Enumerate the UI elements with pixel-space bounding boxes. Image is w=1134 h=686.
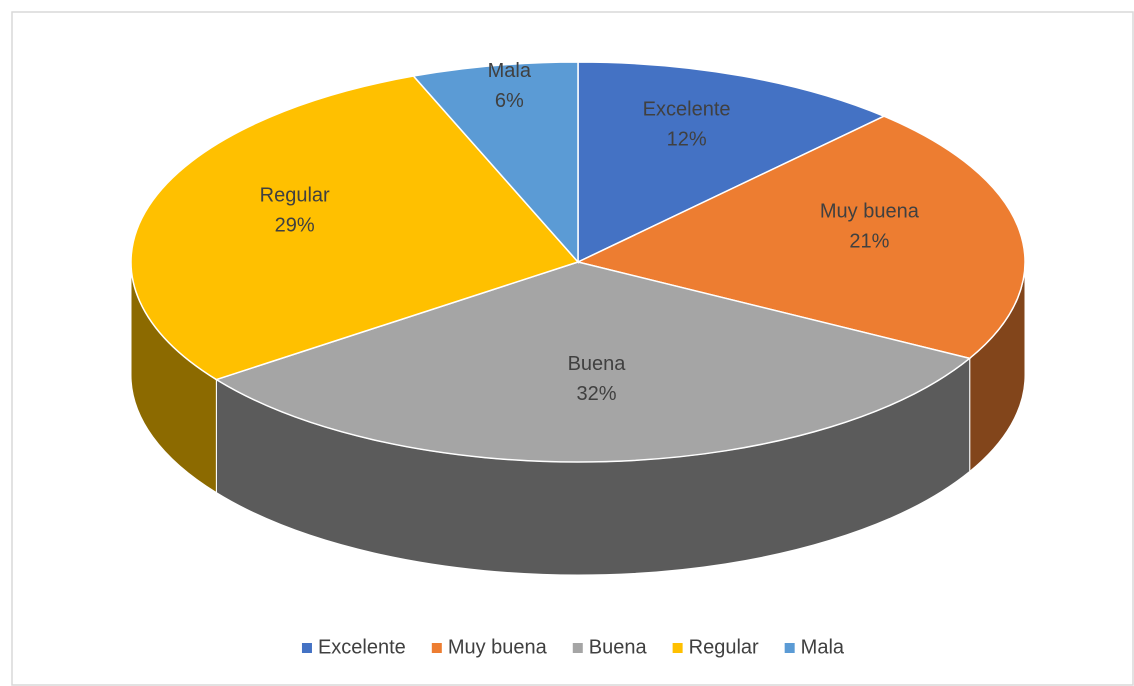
pie-slice	[575, 115, 1026, 360]
pie-slice	[411, 61, 579, 264]
slice-value-label: 12%	[667, 129, 707, 151]
slice-label: Mala	[488, 60, 532, 82]
legend-label: Mala	[801, 636, 845, 658]
slice-label: Regular	[260, 184, 330, 206]
legend-label: Excelente	[318, 636, 406, 658]
pie-slice	[130, 75, 580, 381]
slice-label: Buena	[568, 353, 627, 375]
slice-value-label: 21%	[849, 231, 889, 253]
slice-label: Excelente	[643, 99, 731, 121]
legend-swatch	[672, 643, 683, 653]
pie-slice	[214, 261, 972, 463]
pie-slice	[577, 61, 886, 264]
legend-swatch	[301, 643, 312, 653]
slice-label: Muy buena	[820, 201, 920, 223]
slice-value-label: 29%	[275, 214, 315, 236]
legend-label: Muy buena	[448, 636, 548, 658]
slice-value-label: 6%	[495, 90, 524, 112]
legend-label: Buena	[589, 636, 648, 658]
legend-swatch	[572, 643, 583, 653]
slice-value-label: 32%	[577, 383, 617, 405]
legend-swatch	[784, 643, 795, 653]
legend-label: Regular	[689, 636, 759, 658]
legend-swatch	[431, 643, 442, 653]
